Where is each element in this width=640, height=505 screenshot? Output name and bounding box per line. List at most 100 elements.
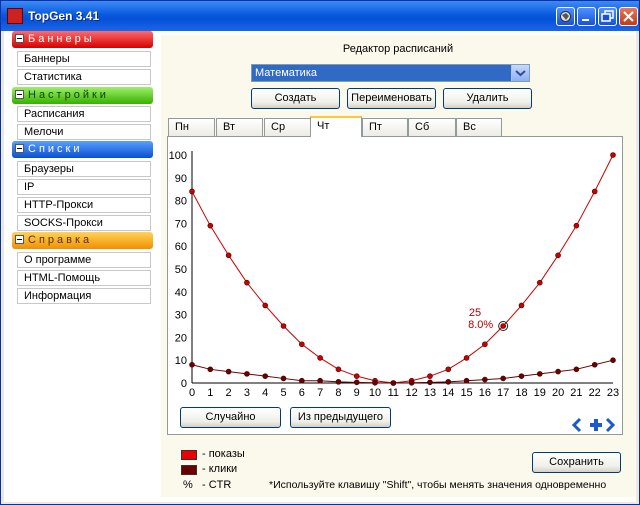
sidebar-item-http-proxy[interactable]: HTTP-Прокси bbox=[17, 197, 151, 213]
tab-wed[interactable]: Ср bbox=[264, 118, 311, 136]
data-point[interactable] bbox=[482, 376, 488, 383]
data-point[interactable] bbox=[207, 366, 214, 373]
data-point[interactable] bbox=[299, 341, 305, 348]
plus-icon[interactable] bbox=[590, 419, 602, 431]
data-point[interactable] bbox=[262, 302, 269, 309]
collapse-icon[interactable] bbox=[15, 90, 24, 99]
data-point[interactable] bbox=[262, 373, 269, 379]
data-point[interactable] bbox=[555, 252, 561, 259]
sidebar-item-banners[interactable]: Баннеры bbox=[17, 51, 151, 67]
x-tick-label: 16 bbox=[479, 387, 491, 399]
maximize-icon[interactable] bbox=[598, 7, 617, 26]
legend-swatch-impressions bbox=[181, 450, 197, 460]
globe-icon[interactable] bbox=[556, 7, 575, 26]
data-point[interactable] bbox=[518, 373, 525, 379]
collapse-icon[interactable] bbox=[15, 144, 24, 153]
sidebar-item-socks-proxy[interactable]: SOCKS-Прокси bbox=[17, 215, 151, 231]
data-point[interactable] bbox=[573, 222, 580, 229]
sidebar-item-schedules[interactable]: Расписания bbox=[17, 106, 151, 122]
data-point[interactable] bbox=[518, 302, 525, 309]
chevron-down-icon[interactable] bbox=[511, 65, 529, 81]
data-point[interactable] bbox=[500, 323, 506, 329]
y-tick-label: 90 bbox=[175, 173, 187, 185]
tab-mon[interactable]: Пн bbox=[168, 118, 215, 136]
sidebar-item-info[interactable]: Информация bbox=[17, 288, 151, 304]
collapse-icon[interactable] bbox=[15, 235, 24, 244]
data-point[interactable] bbox=[189, 361, 195, 368]
sidebar-item-html-help[interactable]: HTML-Помощь bbox=[17, 270, 151, 286]
rename-button[interactable]: Переименовать bbox=[347, 88, 436, 109]
data-point[interactable] bbox=[280, 375, 287, 382]
sidebar-item-browsers[interactable]: Браузеры bbox=[17, 161, 151, 177]
data-point[interactable] bbox=[536, 279, 543, 286]
x-tick-label: 5 bbox=[280, 387, 286, 399]
x-tick-label: 1 bbox=[207, 387, 213, 399]
sidebar-item-ip[interactable]: IP bbox=[17, 179, 151, 195]
random-button[interactable]: Случайно bbox=[180, 407, 281, 428]
data-point[interactable] bbox=[427, 373, 433, 379]
data-point[interactable] bbox=[573, 366, 580, 373]
data-point[interactable] bbox=[372, 379, 378, 386]
arrow-left-icon[interactable] bbox=[571, 417, 582, 433]
section-lists[interactable]: Списки bbox=[12, 141, 153, 158]
data-point[interactable] bbox=[463, 377, 470, 384]
tab-thu[interactable]: Чт bbox=[310, 116, 362, 137]
data-point[interactable] bbox=[555, 368, 561, 375]
tab-sat[interactable]: Сб bbox=[408, 118, 456, 136]
data-point[interactable] bbox=[445, 366, 452, 373]
section-banners[interactable]: Баннеры bbox=[12, 31, 153, 48]
data-point[interactable] bbox=[317, 377, 323, 384]
x-tick-label: 6 bbox=[299, 387, 305, 399]
data-point[interactable] bbox=[335, 366, 342, 373]
data-point[interactable] bbox=[591, 188, 598, 195]
section-help[interactable]: Справка bbox=[12, 232, 153, 249]
data-point[interactable] bbox=[353, 379, 360, 386]
create-button[interactable]: Создать bbox=[251, 88, 340, 109]
arrow-right-icon[interactable] bbox=[605, 417, 616, 433]
data-point[interactable] bbox=[610, 357, 616, 363]
data-point[interactable] bbox=[445, 379, 452, 385]
from-previous-button[interactable]: Из предыдущего bbox=[290, 407, 391, 428]
data-point[interactable] bbox=[335, 379, 342, 385]
data-point[interactable] bbox=[463, 355, 470, 361]
data-point[interactable] bbox=[482, 341, 488, 348]
close-icon[interactable] bbox=[619, 7, 638, 26]
sidebar-item-about[interactable]: О программе bbox=[17, 252, 151, 268]
data-point[interactable] bbox=[353, 373, 360, 379]
delete-button[interactable]: Удалить bbox=[443, 88, 532, 109]
data-point[interactable] bbox=[189, 188, 195, 195]
data-point[interactable] bbox=[408, 379, 415, 386]
sidebar-item-statistics[interactable]: Статистика bbox=[17, 69, 151, 85]
sidebar-item-misc[interactable]: Мелочи bbox=[17, 124, 151, 140]
minimize-icon[interactable] bbox=[577, 7, 596, 26]
data-point[interactable] bbox=[317, 355, 323, 361]
y-tick-label: 40 bbox=[175, 287, 187, 299]
data-point[interactable] bbox=[536, 371, 543, 377]
data-point[interactable] bbox=[299, 377, 305, 384]
tab-fri[interactable]: Пт bbox=[362, 118, 408, 136]
section-settings[interactable]: Настройки bbox=[12, 87, 153, 104]
schedule-select[interactable]: Математика bbox=[251, 64, 530, 82]
tab-tue[interactable]: Вт bbox=[216, 118, 263, 136]
data-point[interactable] bbox=[225, 368, 232, 375]
x-tick-label: 21 bbox=[570, 387, 582, 399]
data-point[interactable] bbox=[280, 323, 287, 329]
data-point[interactable] bbox=[207, 222, 214, 229]
data-point[interactable] bbox=[427, 379, 433, 386]
data-point[interactable] bbox=[500, 375, 506, 382]
data-point[interactable] bbox=[225, 252, 232, 259]
data-point[interactable] bbox=[591, 361, 598, 368]
data-point[interactable] bbox=[244, 279, 250, 286]
save-button[interactable]: Сохранить bbox=[532, 452, 621, 473]
x-tick-label: 15 bbox=[460, 387, 472, 399]
tab-sun[interactable]: Вс bbox=[456, 118, 502, 136]
title-bar[interactable]: TopGen 3.41 bbox=[1, 1, 639, 31]
data-point[interactable] bbox=[610, 152, 616, 158]
collapse-icon[interactable] bbox=[15, 34, 24, 43]
y-tick-label: 10 bbox=[175, 355, 187, 367]
data-point[interactable] bbox=[244, 371, 250, 377]
data-point[interactable] bbox=[390, 380, 397, 386]
y-tick-label: 60 bbox=[175, 241, 187, 253]
